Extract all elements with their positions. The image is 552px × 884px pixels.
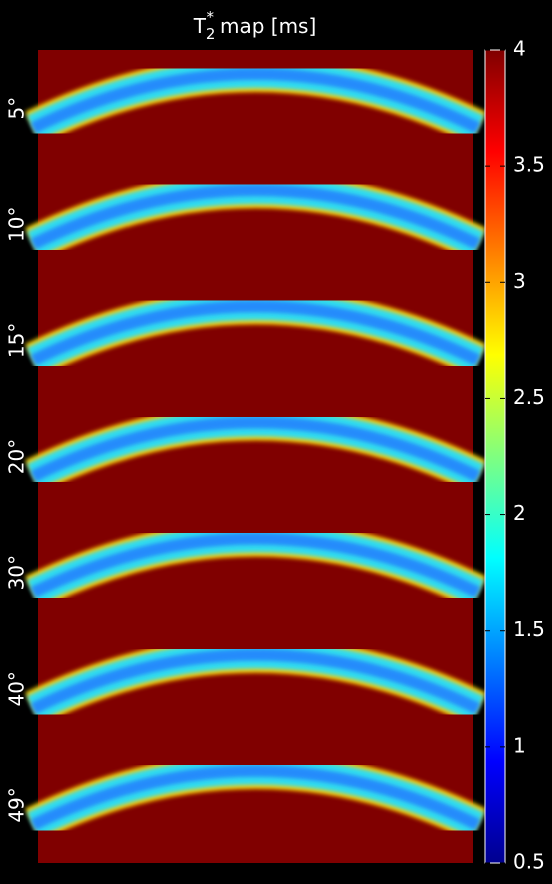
map-row: 10°: [5, 172, 486, 261]
row-label: 10°: [5, 206, 29, 241]
title-sup: *: [206, 8, 214, 26]
map-row: 40°: [5, 636, 486, 725]
row-label: 5°: [5, 97, 29, 120]
row-label: 49°: [5, 787, 29, 822]
band-core: [30, 416, 481, 482]
colorbar-tick-label: 2.5: [513, 385, 545, 409]
row-label: 40°: [5, 671, 29, 706]
colorbar-tick-label: 1.5: [513, 617, 545, 641]
chart-title: T2* map [ms]: [193, 8, 317, 43]
map-row: 15°: [5, 288, 486, 377]
colorbar-tick-label: 3: [513, 269, 526, 293]
colorbar-tick-label: 2: [513, 501, 526, 525]
title-sub: 2: [206, 25, 216, 43]
band-core: [30, 68, 481, 134]
colorbar-tick-label: 3.5: [513, 153, 545, 177]
band-core: [30, 184, 481, 250]
map-row: 5°: [5, 56, 486, 145]
map-row: 30°: [5, 520, 486, 609]
row-label: 30°: [5, 555, 29, 590]
title-base: T: [193, 14, 207, 38]
row-label: 20°: [5, 439, 29, 474]
band-core: [30, 300, 481, 366]
title-rest: map [ms]: [220, 14, 316, 38]
colorbar-tick-label: 4: [513, 37, 526, 61]
colorbar-tick-label: 0.5: [513, 850, 545, 874]
colorbar-tick-label: 1: [513, 733, 526, 757]
map-row: 49°: [5, 752, 486, 842]
map-rows: 5° 10° 15° 20° 30° 40° 49°: [5, 56, 486, 842]
row-label: 15°: [5, 323, 29, 358]
band-core: [30, 648, 481, 715]
map-row: 20°: [5, 404, 486, 493]
colorbar: [484, 49, 506, 864]
band-core: [30, 532, 481, 598]
band-core: [30, 764, 481, 831]
